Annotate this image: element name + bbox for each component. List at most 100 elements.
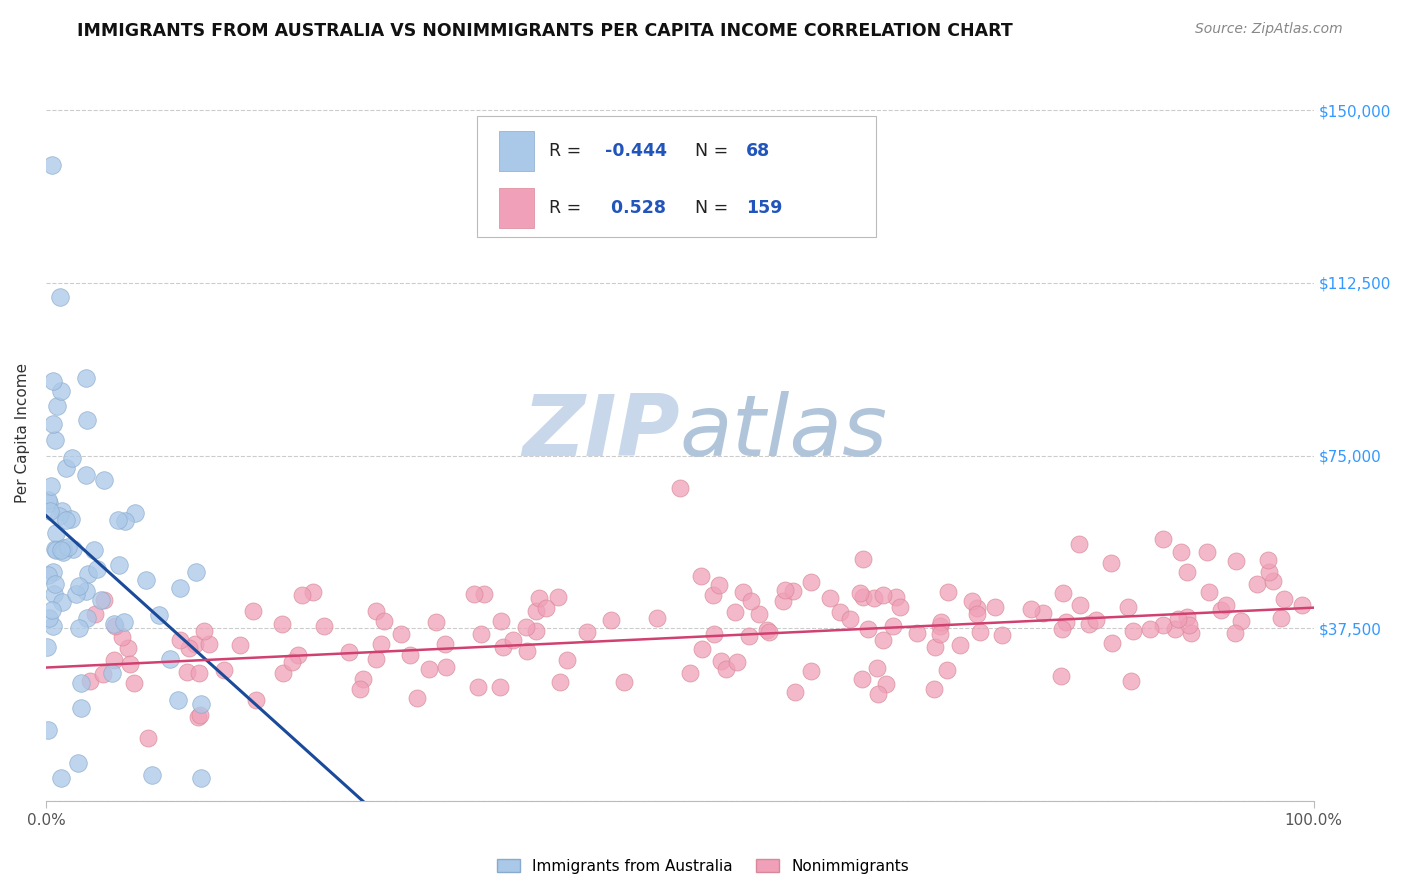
Point [399,648,422,662]
Point [936,585,959,599]
Point [1270,611,1292,625]
Point [755,623,778,637]
Point [51,595,73,609]
Point [1175,609,1198,624]
Point [875,677,897,691]
Point [42,565,65,579]
Point [65,586,87,600]
Point [148,607,170,622]
Point [1122,624,1144,638]
Text: 0.528: 0.528 [605,200,666,218]
Point [851,552,873,566]
Text: 159: 159 [745,200,782,218]
Point [41,603,63,617]
Point [37,640,59,655]
Point [77,567,100,582]
Point [645,611,668,625]
Point [1180,625,1202,640]
Point [966,601,988,615]
Point [1167,612,1189,626]
Point [724,605,747,619]
Point [1164,623,1187,637]
Point [51,541,73,555]
Point [76,413,98,427]
Point [1052,586,1074,600]
Point [86,562,108,576]
Point [1099,556,1122,570]
Point [212,663,235,677]
Point [800,574,823,589]
Point [1229,614,1251,628]
Point [1078,617,1101,632]
Point [38,611,60,625]
Point [55,513,77,527]
Point [707,577,730,591]
Point [314,619,336,633]
Point [905,625,928,640]
Point [852,590,875,604]
Point [472,587,495,601]
Point [599,613,621,627]
Point [575,624,598,639]
Point [49,289,72,303]
Point [90,593,112,607]
Point [51,384,73,399]
Point [1118,600,1140,615]
Point [229,638,252,652]
Point [1246,577,1268,591]
Point [1198,585,1220,599]
Point [1175,565,1198,579]
Point [703,627,725,641]
Point [716,662,738,676]
Legend: Immigrants from Australia, Nonimmigrants: Immigrants from Australia, Nonimmigrants [491,853,915,880]
Point [169,632,191,647]
Point [271,665,294,680]
Point [281,655,304,669]
Point [70,701,93,715]
Point [1050,622,1073,636]
Point [463,587,485,601]
Point [502,633,524,648]
Point [818,591,841,605]
Point [1019,602,1042,616]
Point [1261,574,1284,589]
Point [122,675,145,690]
Point [800,664,823,678]
Point [79,674,101,689]
Point [710,654,733,668]
Point [984,599,1007,614]
FancyBboxPatch shape [477,116,876,237]
Point [45,543,67,558]
Point [389,627,412,641]
Point [39,479,62,493]
Text: R =: R = [550,143,582,161]
Point [406,691,429,706]
Point [41,417,63,431]
Y-axis label: Per Capita Income: Per Capita Income [15,362,30,503]
Point [291,588,314,602]
Point [136,731,159,745]
Point [884,590,907,604]
Point [44,587,66,601]
Point [242,604,264,618]
Point [184,565,207,579]
Point [352,672,374,686]
Point [872,632,894,647]
Point [949,638,972,652]
Point [141,768,163,782]
Point [370,637,392,651]
Point [613,674,636,689]
Point [689,569,711,583]
Text: N =: N = [695,200,728,218]
Point [67,579,90,593]
Point [669,481,692,495]
Text: atlas: atlas [681,391,887,474]
Text: R =: R = [550,200,582,218]
Point [76,611,98,625]
Point [1211,603,1233,617]
Point [922,681,945,696]
Point [198,637,221,651]
Point [37,568,59,582]
Point [339,645,361,659]
Point [772,594,794,608]
